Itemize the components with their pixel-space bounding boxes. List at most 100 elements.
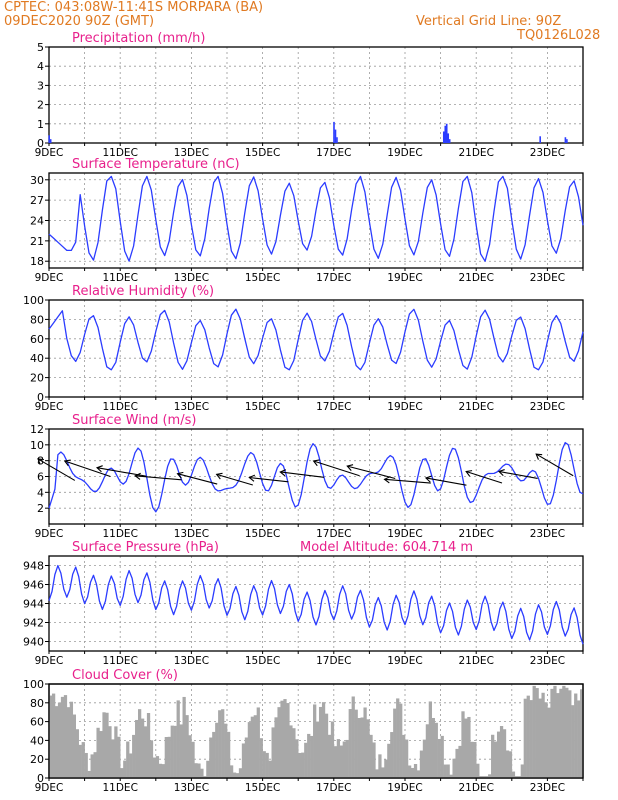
cloud-bar: [428, 701, 432, 778]
wind-arrow-head: [383, 476, 391, 484]
cloud-bar: [452, 758, 456, 778]
y-tick-label: 100: [23, 294, 44, 307]
wind-arrow: [37, 458, 76, 481]
cloud-bar: [511, 771, 516, 778]
wind-arrow: [465, 470, 503, 484]
cloud-bar: [253, 715, 257, 778]
cloud-bar: [330, 721, 335, 778]
wind-arrow-head: [346, 464, 354, 471]
x-tick-label: 13DEC: [174, 782, 209, 794]
panel-title: Surface Temperature (nC): [72, 157, 240, 172]
x-tick-label: 19DEC: [387, 782, 422, 794]
cloud-bar: [185, 715, 189, 778]
cloud-bar: [108, 726, 112, 778]
y-tick-label: 946: [23, 579, 44, 592]
cloud-bar: [262, 751, 266, 778]
wind-arrow-head: [63, 459, 71, 467]
cloud-bar: [416, 770, 421, 778]
cloud-bar: [206, 760, 210, 778]
x-tick-label: 17DEC: [316, 655, 351, 667]
cloud-bar: [556, 693, 560, 778]
wind-arrow-head: [134, 472, 141, 480]
cloud-bar: [161, 764, 165, 778]
cloud-bar: [491, 734, 495, 778]
wind-arrow: [535, 453, 574, 477]
cloud-bar: [422, 739, 427, 778]
cloud-bar: [117, 736, 121, 778]
precip-bar: [49, 139, 52, 143]
y-tick-label: 0: [37, 772, 44, 785]
cloud-bar: [194, 763, 198, 778]
y-tick-label: 80: [30, 313, 44, 326]
cloud-bar: [105, 712, 109, 778]
run-date: 09DEC2020 90Z (GMT): [4, 14, 155, 29]
panel-pressure: 940 942 944 946 948 9DEC 11DEC 13DEC 15DEC 17DEC 1…: [23, 540, 584, 667]
cloud-bar: [508, 751, 513, 778]
cloud-bar: [286, 703, 290, 778]
panel-frame: [48, 172, 584, 269]
panel-wind: 2 4 6 8 10 12 9DEC 11DEC 13DEC 15DEC 17DEC 19DEC 21D…: [30, 413, 584, 540]
cloud-bar: [354, 709, 358, 778]
y-tick-label: 21: [30, 235, 44, 248]
cloud-bar: [366, 719, 370, 778]
panel-title: Surface Pressure (hPa): [72, 540, 219, 555]
wind-arrow-head: [95, 465, 103, 473]
wind-arrow-head: [279, 469, 287, 477]
cloud-bar: [535, 688, 539, 778]
panel-humidity: 0 20 40 60 80 100 9DEC 11DEC 13DEC 15DEC 17DEC 19DE…: [23, 284, 584, 413]
x-tick-label: 21DEC: [458, 782, 493, 794]
cloud-bar: [574, 693, 578, 778]
panel-frame: [48, 555, 584, 652]
cloud-bar: [173, 725, 177, 778]
wind-arrow: [249, 476, 289, 483]
cloud-bar: [446, 764, 450, 778]
cloud-bar: [81, 742, 85, 778]
cloud-bar: [476, 763, 480, 778]
panel-frame: [48, 299, 584, 398]
x-tick-label: 21DEC: [458, 147, 493, 159]
cloud-bar: [235, 773, 240, 778]
wind-arrow: [347, 465, 396, 480]
y-tick-label: 940: [23, 636, 44, 649]
panel-title: Surface Wind (m/s): [72, 413, 196, 428]
cloud-bar: [66, 707, 71, 778]
cloud-bar: [51, 693, 56, 778]
cloud-bar: [209, 737, 213, 778]
grid-note: Vertical Grid Line: 90Z: [416, 14, 562, 29]
cloud-bar: [218, 710, 222, 778]
cloud-bar: [494, 741, 498, 778]
x-tick-label: 9DEC: [35, 782, 64, 794]
cloud-bar: [93, 752, 97, 778]
cloud-bar: [265, 752, 269, 778]
wind-arrow: [280, 471, 325, 478]
cloud-bar: [224, 723, 228, 778]
station-title: CPTEC: 043:08W-11:41S MORPARA (BA): [4, 0, 264, 15]
y-tick-label: 5: [37, 41, 44, 54]
cloud-bar: [405, 739, 409, 778]
series-line: [48, 308, 584, 371]
cloud-bar: [407, 765, 412, 778]
cloud-bar: [313, 704, 317, 778]
x-tick-label: 11DEC: [102, 401, 137, 413]
cloud-bar: [342, 741, 346, 778]
cloud-bar: [502, 729, 507, 778]
cloud-bar: [529, 700, 533, 778]
cloud-bar: [90, 754, 94, 778]
cloud-bar: [517, 776, 521, 778]
precip-bar: [444, 125, 447, 143]
wind-arrow: [313, 460, 360, 477]
panel-title: Relative Humidity (%): [72, 284, 214, 299]
wind-arrow-head: [497, 469, 505, 477]
cloud-bar: [485, 776, 489, 778]
y-tick-label: 60: [30, 333, 44, 346]
x-tick-label: 13DEC: [174, 528, 209, 540]
cloud-bar: [532, 685, 536, 778]
cloud-bar: [419, 750, 424, 778]
cloud-bar: [410, 767, 415, 778]
cloud-bar: [295, 739, 299, 778]
cloud-bar: [292, 728, 296, 778]
cloud-bar: [327, 734, 332, 778]
cloud-bar: [132, 734, 136, 778]
cloud-bar: [384, 759, 388, 778]
precip-bar: [336, 137, 338, 143]
